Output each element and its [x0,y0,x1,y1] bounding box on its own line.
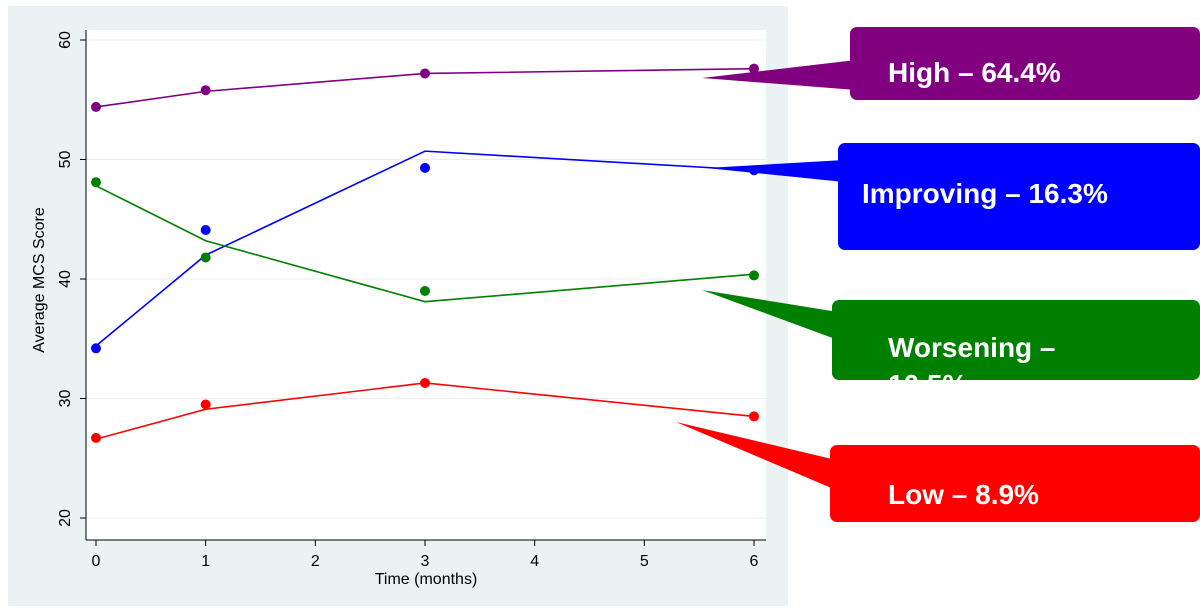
x-tick-label: 6 [750,553,759,570]
axes: 20 30 40 50 60 0 1 2 3 4 5 6 [57,30,766,570]
data-point-high [200,85,211,96]
callout-high-box [850,27,1200,100]
x-axis-title: Time (months) [375,571,478,588]
callout-worsening-pointer [702,290,838,340]
fitted-line-worsening [95,185,755,303]
data-point-low [91,432,101,443]
y-tick-label: 60 [57,31,74,49]
x-tick-label: 0 [92,553,101,570]
data-point-high [420,68,430,79]
callout-low-label: Low – 8.9% [888,479,1039,510]
data-point-improving [91,343,101,354]
y-tick-label: 20 [57,509,74,527]
data-point-worsening [91,177,101,188]
grid-lines [86,39,766,519]
series-high [91,63,759,112]
callout-worsening: Worsening – 10.5% [702,290,1200,400]
x-tick-label: 2 [311,553,320,570]
callout-improving-label: Improving – 16.3% [862,178,1108,209]
callout-improving-box [838,143,1200,250]
plot-area [86,30,766,540]
fitted-line-high [95,67,755,108]
series-worsening [91,177,759,303]
data-point-improving [420,162,430,173]
y-tick-label: 30 [57,390,74,408]
data-point-low [420,377,430,388]
y-tick-label: 40 [57,270,74,288]
callout-low-box [830,445,1200,522]
callout-improving-pointer [706,160,844,182]
x-tick-label: 5 [640,553,649,570]
callout-high-label: High – 64.4% [888,57,1061,88]
y-tick-label: 50 [57,151,74,169]
callout-high: High – 64.4% [702,27,1200,100]
data-point-low [749,411,759,422]
callout-high-pointer [702,60,856,90]
data-point-improving [200,225,211,236]
callout-low: Low – 8.9% [676,422,1200,522]
data-point-worsening [200,252,211,263]
fitted-line-low [95,382,755,440]
data-point-low [200,399,211,410]
callout-worsening-label: Worsening – 10.5% [888,332,1063,400]
data-point-worsening [420,285,430,296]
callout-worsening-box [832,300,1200,380]
fitted-line-improving [95,150,755,347]
callout-improving: Improving – 16.3% [706,143,1200,250]
x-tick-label: 1 [201,553,210,570]
series-layer [91,63,759,443]
data-point-high [749,63,759,74]
callout-low-pointer [676,422,836,490]
y-axis-title: Average MCS Score [31,207,48,353]
data-point-high [91,101,101,112]
x-tick-label: 3 [421,553,430,570]
series-low [91,377,759,443]
data-point-worsening [749,270,759,281]
x-tick-label: 4 [530,553,539,570]
